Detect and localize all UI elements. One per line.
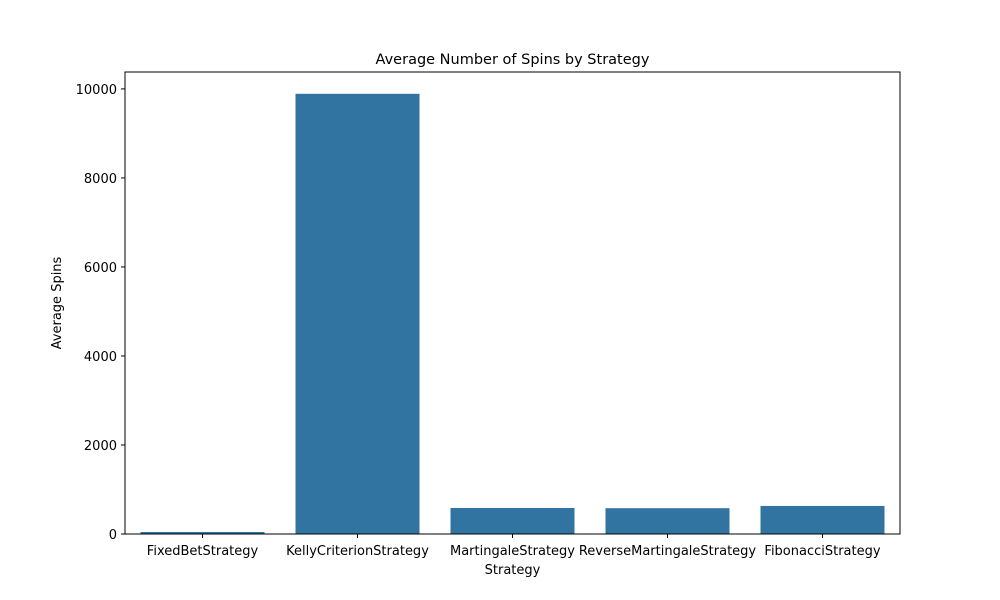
bar xyxy=(605,508,730,534)
bar xyxy=(450,507,575,534)
y-tick-label: 4000 xyxy=(84,350,117,365)
bar-group xyxy=(140,93,885,534)
bar xyxy=(140,531,265,534)
x-axis: FixedBetStrategy KellyCriterionStrategy Ma… xyxy=(147,534,881,559)
plot-frame xyxy=(124,71,901,535)
y-tick-label: 2000 xyxy=(84,439,117,454)
y-tick-label: 10000 xyxy=(76,83,117,98)
bar xyxy=(760,505,885,534)
x-tick-label: FibonacciStrategy xyxy=(764,544,880,559)
x-axis-label: Strategy xyxy=(485,563,541,578)
y-axis: 0 2000 4000 6000 8000 10000 xyxy=(76,83,125,543)
y-axis-label: Average Spins xyxy=(50,256,65,349)
y-tick-label: 8000 xyxy=(84,172,117,187)
bar xyxy=(295,93,420,534)
x-tick-label: KellyCriterionStrategy xyxy=(286,544,429,559)
y-tick-label: 0 xyxy=(109,528,117,543)
x-tick-label: ReverseMartingaleStrategy xyxy=(579,544,757,559)
chart-title: Average Number of Spins by Strategy xyxy=(376,52,650,68)
x-tick-label: FixedBetStrategy xyxy=(147,544,259,559)
x-tick-label: MartingaleStrategy xyxy=(450,544,575,559)
y-tick-label: 6000 xyxy=(84,261,117,276)
